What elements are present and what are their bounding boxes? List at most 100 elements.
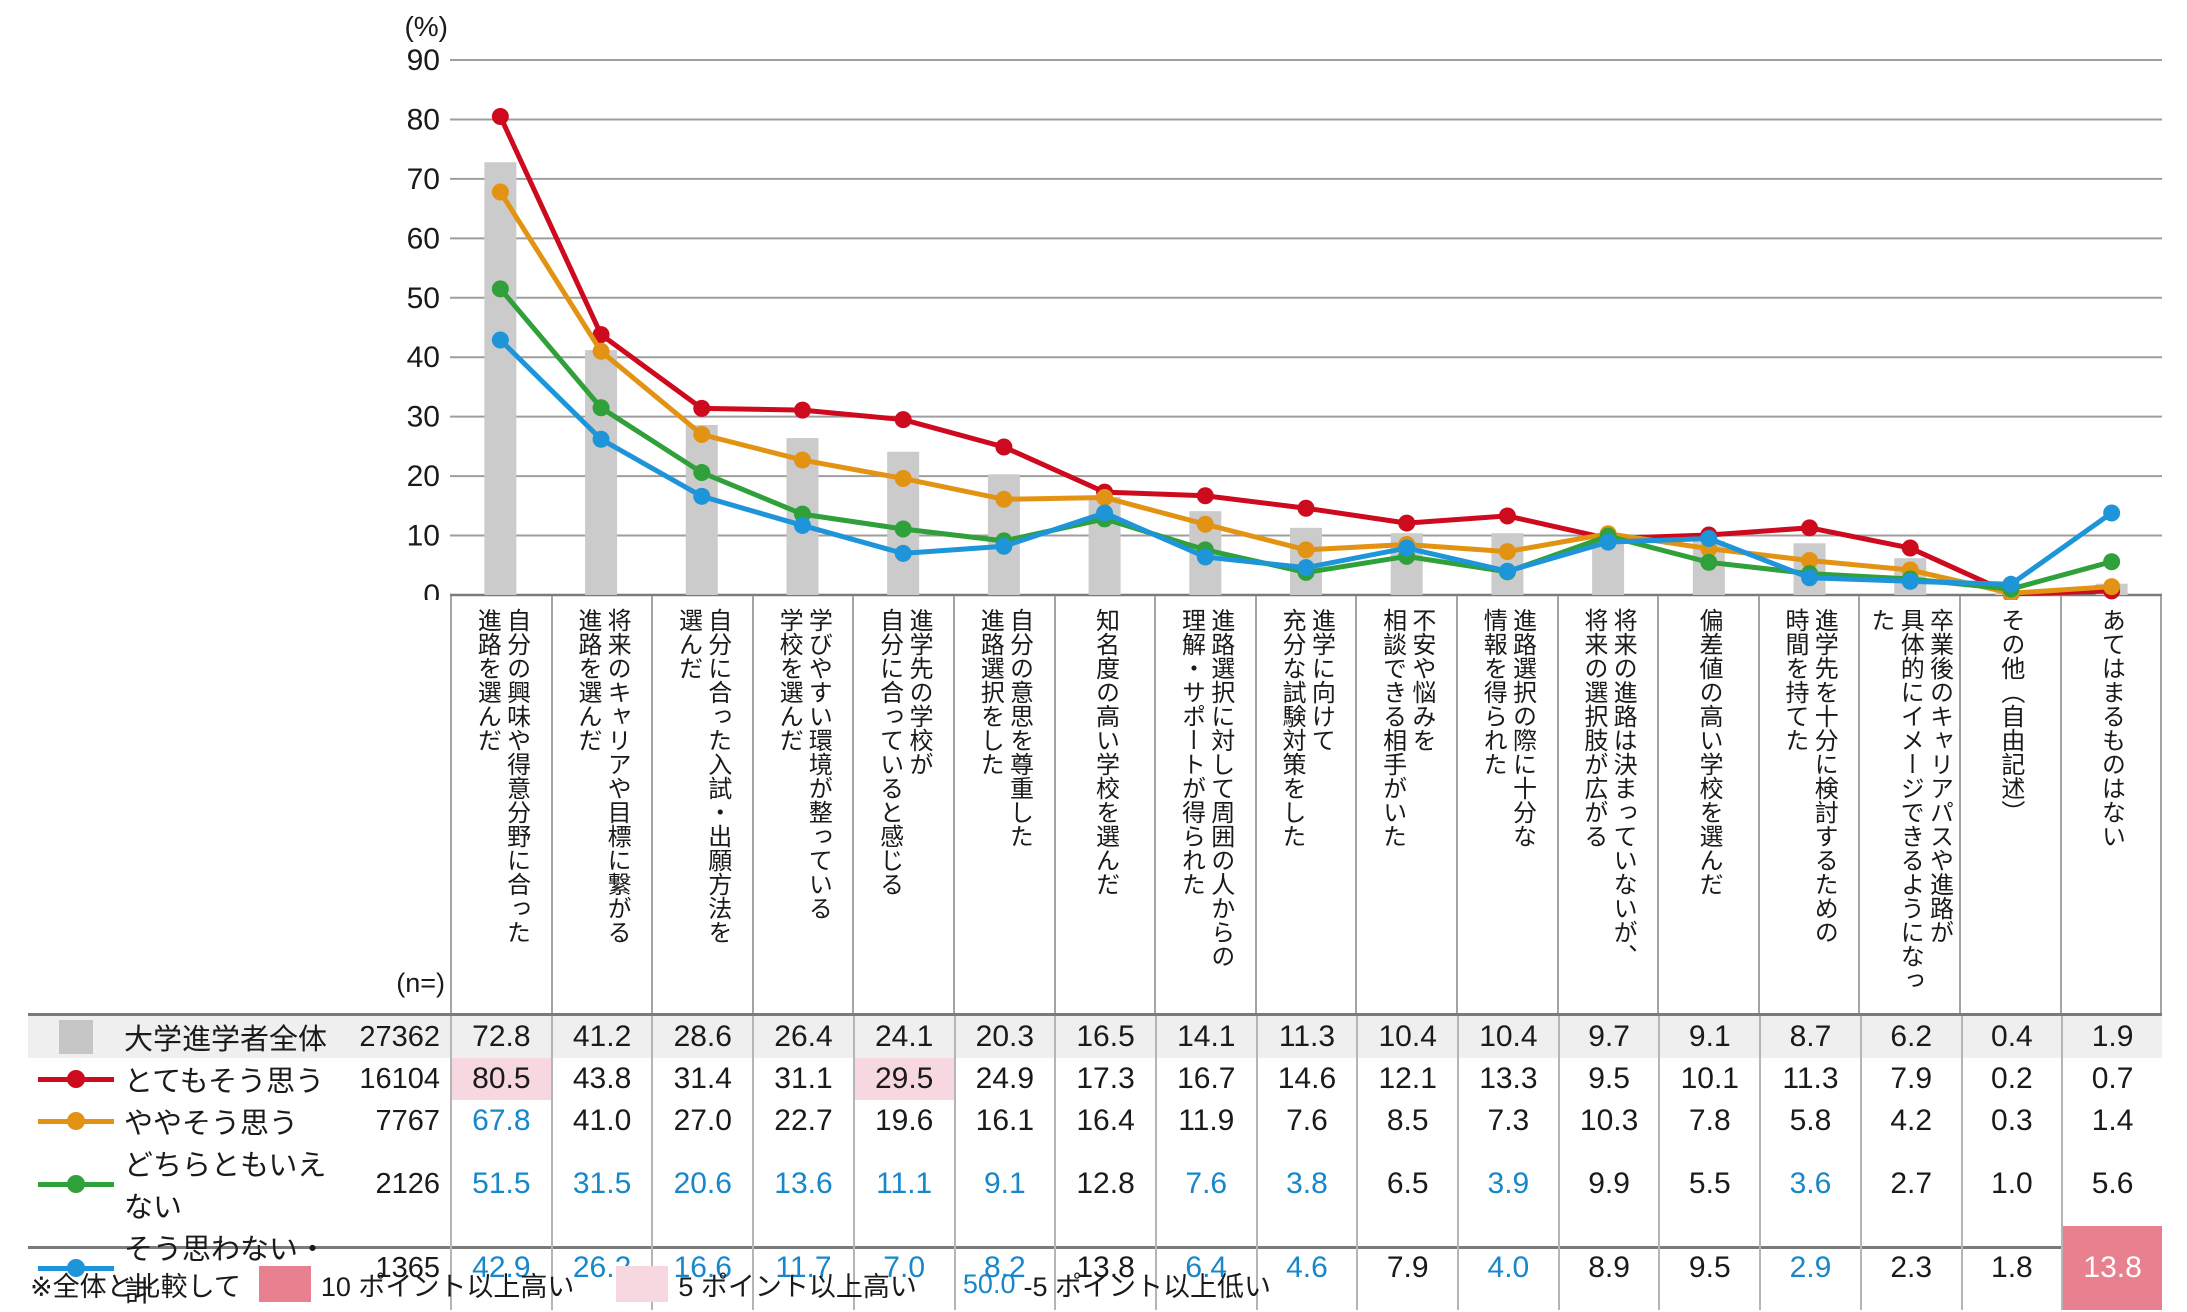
value-cell: 10.1 bbox=[1658, 1058, 1759, 1100]
line-legend-icon bbox=[28, 1175, 124, 1193]
point-ややそう思う bbox=[592, 342, 610, 360]
value-cell: 24.9 bbox=[953, 1058, 1055, 1100]
table-row-somewhat-agree: ややそう思う 7767 67.8 41.0 27.0 22.7 19.6 16.1 16.4 11… bbox=[28, 1100, 2162, 1142]
value-cell: 72.8 bbox=[450, 1016, 551, 1058]
legend-dot bbox=[67, 1175, 85, 1193]
legend-cell: ややそう思う 7767 bbox=[28, 1100, 450, 1142]
value-cell: 3.6 bbox=[1759, 1142, 1860, 1226]
legend-cell: 大学進学者全体 27362 bbox=[28, 1016, 450, 1058]
value-cell: 16.1 bbox=[953, 1100, 1055, 1142]
value-cell: 7.9 bbox=[1356, 1226, 1457, 1310]
point-ややそう思う bbox=[1096, 489, 1114, 507]
point-とてもそう思う bbox=[1498, 507, 1516, 525]
value-cell: 13.3 bbox=[1457, 1058, 1558, 1100]
value-cell: 14.6 bbox=[1255, 1058, 1357, 1100]
value-cell: 27.0 bbox=[651, 1100, 752, 1142]
value-cell: 16.5 bbox=[1054, 1016, 1155, 1058]
y-tick-label: 10 bbox=[407, 520, 440, 553]
category-label-box: 進路選択の際に十分な 情報を得られた bbox=[1455, 596, 1557, 1013]
line-marker-icon bbox=[38, 1175, 114, 1193]
value-cell: 31.1 bbox=[752, 1058, 853, 1100]
value-cell: 1.9 bbox=[2061, 1016, 2162, 1058]
value-cell: 28.6 bbox=[651, 1016, 752, 1058]
series-label: そう思わない・計 bbox=[124, 1234, 328, 1308]
point-ややそう思う bbox=[793, 451, 811, 469]
y-tick-label: 40 bbox=[407, 341, 440, 374]
value-cell: 2.9 bbox=[1759, 1226, 1860, 1310]
value-cell: 31.4 bbox=[651, 1058, 752, 1100]
low-blue-sample: 50.0 bbox=[962, 1268, 1016, 1299]
category-label-box: 学びやすい環境が整っている 学校を選んだ bbox=[751, 596, 853, 1013]
category-label: 自分の興味や得意分野に合った 進路を選んだ bbox=[473, 608, 530, 944]
category-label-box: 卒業後のキャリアパスや進路が 具体的にイメージできるようになった bbox=[1858, 596, 1959, 1013]
value-cell: 10.4 bbox=[1457, 1016, 1558, 1058]
point-そう思わない・計 bbox=[592, 430, 610, 448]
category-label-box: 進学先を十分に検討するための 時間を持てた bbox=[1757, 596, 1859, 1013]
category-label: 自分の意思を尊重した 進路選択をした bbox=[976, 608, 1033, 848]
y-tick-label: 90 bbox=[407, 44, 440, 77]
legend-cell: どちらともいえない 2126 bbox=[28, 1142, 450, 1226]
y-tick-label: 30 bbox=[407, 401, 440, 434]
category-label: 進学先を十分に検討するための 時間を持てた bbox=[1781, 608, 1838, 944]
series-n-value: 2126 bbox=[375, 1167, 440, 1200]
category-label: その他（自由記述） bbox=[1996, 608, 2024, 824]
line-marker-icon bbox=[38, 1259, 114, 1277]
value-cell: 6.4 bbox=[1154, 1226, 1256, 1310]
table-row-overall: 大学進学者全体 27362 72.8 41.2 28.6 26.4 24.1 20.3 16.5… bbox=[28, 1016, 2162, 1058]
value-cell: 31.5 bbox=[550, 1142, 652, 1226]
point-とてもそう思う bbox=[1801, 519, 1819, 537]
point-そう思わない・計 bbox=[491, 331, 509, 349]
value-cell: 29.5 bbox=[852, 1058, 954, 1100]
value-cell: 6.5 bbox=[1356, 1142, 1457, 1226]
value-cell: 13.6 bbox=[752, 1142, 853, 1226]
value-cell: 2.7 bbox=[1859, 1142, 1961, 1226]
y-tick-label: 50 bbox=[407, 282, 440, 315]
point-とてもそう思う bbox=[995, 438, 1013, 456]
point-とてもそう思う bbox=[1196, 487, 1214, 505]
category-label: 将来の進路は決まっていないが、 将来の選択肢が広がる bbox=[1579, 608, 1637, 968]
point-そう思わない・計 bbox=[1801, 569, 1819, 587]
category-label: 進路選択に対して周囲の人からの 理解・サポートが得られた bbox=[1177, 608, 1234, 968]
line-marker-icon bbox=[38, 1112, 114, 1130]
value-cell: 9.9 bbox=[1557, 1142, 1659, 1226]
point-そう思わない・計 bbox=[1196, 548, 1214, 566]
value-cell: 11.7 bbox=[752, 1226, 853, 1310]
value-cell: 16.4 bbox=[1054, 1100, 1155, 1142]
value-cell: 7.0 bbox=[852, 1226, 954, 1310]
category-label-box: 不安や悩みを 相談できる相手がいた bbox=[1355, 596, 1456, 1013]
value-cell: 67.8 bbox=[450, 1100, 551, 1142]
value-cell: 1.8 bbox=[1960, 1226, 2062, 1310]
point-とてもそう思う bbox=[1398, 514, 1416, 532]
value-cell: 10.3 bbox=[1557, 1100, 1659, 1142]
series-n-value: 27362 bbox=[359, 1020, 440, 1053]
point-とてもそう思う bbox=[793, 401, 811, 419]
point-そう思わない・計 bbox=[793, 516, 811, 534]
legend-cell: とてもそう思う 16104 bbox=[28, 1058, 450, 1100]
table-row-strongly-agree: とてもそう思う 16104 80.5 43.8 31.4 31.1 29.5 24.9 17.3… bbox=[28, 1058, 2162, 1100]
series-label: どちらともいえない bbox=[124, 1150, 327, 1224]
value-cell: 6.2 bbox=[1859, 1016, 1961, 1058]
value-cell: 41.0 bbox=[550, 1100, 652, 1142]
point-そう思わない・計 bbox=[2002, 575, 2020, 593]
line-marker-icon bbox=[38, 1070, 114, 1088]
point-そう思わない・計 bbox=[2103, 504, 2121, 522]
combo-chart: 0 10 20 30 40 50 60 70 80 90(%) bbox=[404, 11, 2162, 600]
bar-overall bbox=[585, 350, 618, 595]
bar-overall bbox=[484, 162, 517, 595]
point-ややそう思う bbox=[491, 183, 509, 201]
legend-cell: そう思わない・計 1365 bbox=[28, 1226, 450, 1310]
point-どちらともいえない bbox=[693, 464, 711, 482]
y-tick-label: 20 bbox=[407, 460, 440, 493]
value-cell: 11.1 bbox=[852, 1142, 954, 1226]
category-label-box: 将来のキャリアや目標に繋がる 進路を選んだ bbox=[550, 596, 652, 1013]
value-cell: 4.2 bbox=[1859, 1100, 1961, 1142]
point-どちらともいえない bbox=[592, 399, 610, 417]
table-row-neither: どちらともいえない 2126 51.5 31.5 20.6 13.6 11.1 9.1 12.8… bbox=[28, 1142, 2162, 1226]
point-ややそう思う bbox=[1801, 552, 1819, 570]
point-そう思わない・計 bbox=[1599, 533, 1617, 551]
legend-dot bbox=[67, 1070, 85, 1088]
point-そう思わない・計 bbox=[894, 544, 912, 562]
point-ややそう思う bbox=[1196, 515, 1214, 533]
value-cell: 7.6 bbox=[1255, 1100, 1357, 1142]
